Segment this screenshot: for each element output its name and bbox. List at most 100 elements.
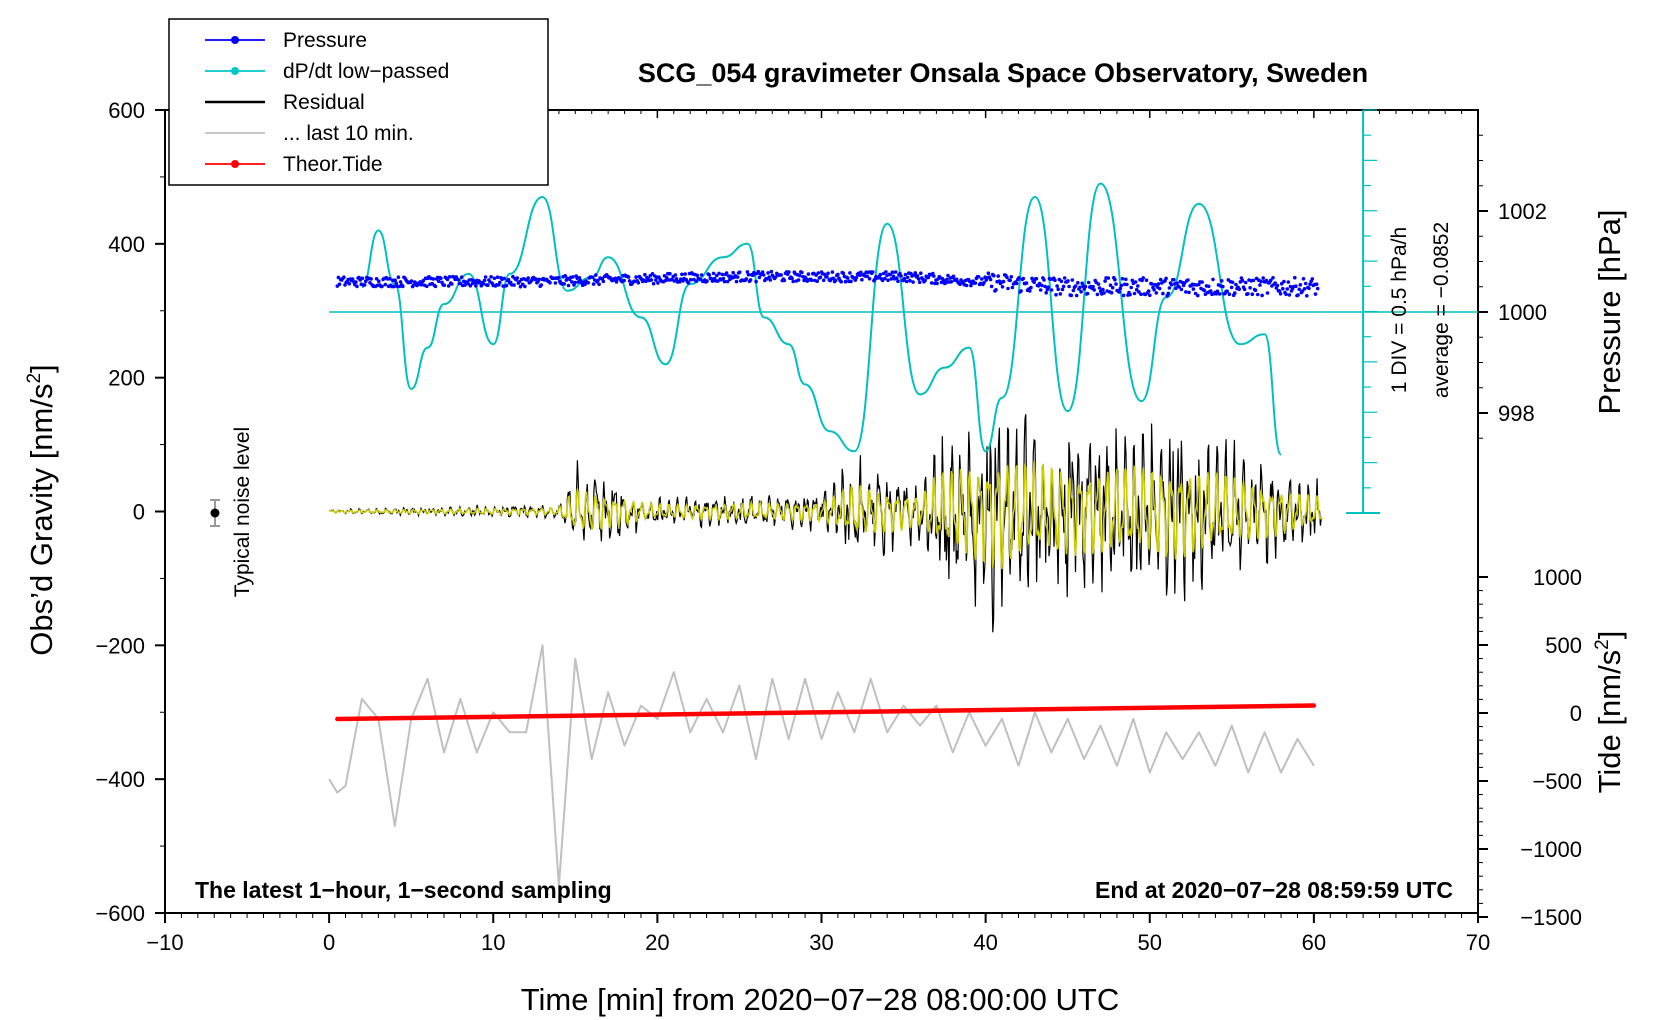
- pressure-point: [1053, 278, 1057, 283]
- pressure-point: [744, 277, 749, 281]
- pressure-point: [1227, 292, 1232, 297]
- pressure-point: [1046, 285, 1051, 290]
- pressure-point: [841, 271, 846, 276]
- pressure-point: [818, 275, 823, 280]
- pressure-point: [1265, 291, 1270, 295]
- pressure-point: [1157, 286, 1162, 291]
- pressure-point: [1136, 284, 1140, 288]
- chart-title: SCG_054 gravimeter Onsala Space Observat…: [638, 58, 1368, 88]
- pressure-point: [380, 284, 384, 289]
- pressure-point: [442, 283, 447, 288]
- pressure-point: [337, 282, 342, 287]
- pressure-point: [1158, 277, 1163, 282]
- pressure-point: [577, 276, 582, 280]
- legend-label: Theor.Tide: [283, 153, 383, 176]
- pressure-point: [905, 275, 910, 280]
- pressure-point: [768, 278, 773, 282]
- pressure-point: [790, 276, 794, 281]
- pressure-point: [1066, 279, 1070, 283]
- pressure-point: [919, 271, 923, 276]
- pressure-point: [787, 270, 791, 274]
- pressure-point: [757, 275, 762, 280]
- pressure-point: [1264, 278, 1269, 283]
- pressure-point: [1243, 280, 1248, 285]
- pressure-point: [1278, 292, 1283, 296]
- pressure-point: [553, 281, 558, 285]
- pressure-point: [1315, 286, 1320, 291]
- pressure-point: [1055, 284, 1059, 288]
- pressure-point: [695, 273, 699, 278]
- pressure-point: [915, 274, 920, 278]
- pressure-point: [504, 283, 509, 288]
- y-tick-label: −200: [95, 633, 145, 658]
- pressure-point: [1296, 293, 1300, 297]
- pressure-point: [673, 273, 678, 277]
- pressure-point: [694, 279, 698, 283]
- pressure-point: [374, 277, 379, 281]
- pressure-point: [944, 280, 948, 285]
- noise-point: [210, 508, 220, 518]
- x-tick-label: 10: [481, 930, 505, 955]
- pressure-point: [994, 288, 998, 292]
- data-layer: [328, 109, 1478, 888]
- pressure-point: [748, 278, 753, 282]
- sampling-annotation: The latest 1−hour, 1−second sampling: [195, 877, 612, 903]
- pressure-point: [1129, 285, 1133, 290]
- pressure-point: [867, 276, 872, 281]
- pressure-point: [1211, 277, 1215, 282]
- pressure-point: [1124, 277, 1128, 282]
- pressure-point: [1153, 282, 1157, 287]
- pressure-point: [857, 273, 862, 278]
- legend-marker: [231, 36, 239, 44]
- pressure-point: [964, 283, 969, 288]
- pressure-point: [1132, 291, 1137, 296]
- pressure-point: [626, 275, 631, 279]
- pressure-point: [636, 280, 641, 285]
- tide-tick-label: 500: [1545, 633, 1582, 658]
- pressure-point: [614, 280, 619, 284]
- pressure-point: [656, 281, 660, 285]
- pressure-point: [456, 277, 461, 282]
- legend: Pressure dP/dt low−passed Residual ... last…: [168, 18, 549, 186]
- pressure-point: [976, 275, 981, 279]
- pressure-point: [1184, 290, 1188, 294]
- pressure-point: [1017, 276, 1021, 280]
- pressure-tick-label: 1002: [1498, 199, 1547, 224]
- pressure-point: [1038, 288, 1043, 292]
- y-tick-label: −600: [95, 901, 145, 926]
- pressure-point: [651, 281, 656, 286]
- pressure-point: [1287, 293, 1292, 297]
- pressure-point: [1096, 282, 1101, 286]
- pressure-point: [556, 275, 561, 280]
- pressure-point: [1310, 277, 1315, 281]
- pressure-point: [1237, 287, 1241, 292]
- pressure-point: [923, 278, 927, 283]
- pressure-point: [512, 283, 516, 287]
- pressure-point: [1314, 282, 1319, 287]
- x-tick-label: −10: [146, 930, 183, 955]
- pressure-point: [1242, 287, 1247, 292]
- pressure-point: [1239, 276, 1244, 280]
- pressure-point: [668, 271, 672, 276]
- pressure-point: [1305, 294, 1309, 298]
- x-tick-label: 0: [323, 930, 335, 955]
- pressure-point: [929, 281, 934, 285]
- pressure-point: [1040, 283, 1044, 288]
- pressure-point: [1259, 279, 1263, 284]
- pressure-point: [498, 280, 502, 285]
- pressure-point: [1091, 284, 1095, 289]
- pressure-point: [926, 275, 931, 280]
- pressure-point: [760, 270, 765, 274]
- pressure-point: [1119, 283, 1124, 288]
- pressure-point: [680, 272, 684, 277]
- pressure-point: [686, 281, 691, 285]
- pressure-point: [982, 281, 986, 285]
- pressure-point: [1156, 282, 1161, 286]
- tide-tick-label: −1500: [1520, 905, 1582, 930]
- pressure-point: [988, 277, 993, 282]
- pressure-point: [591, 282, 596, 286]
- pressure-point: [1121, 293, 1126, 298]
- pressure-point: [1217, 292, 1222, 296]
- pressure-point: [1059, 279, 1064, 284]
